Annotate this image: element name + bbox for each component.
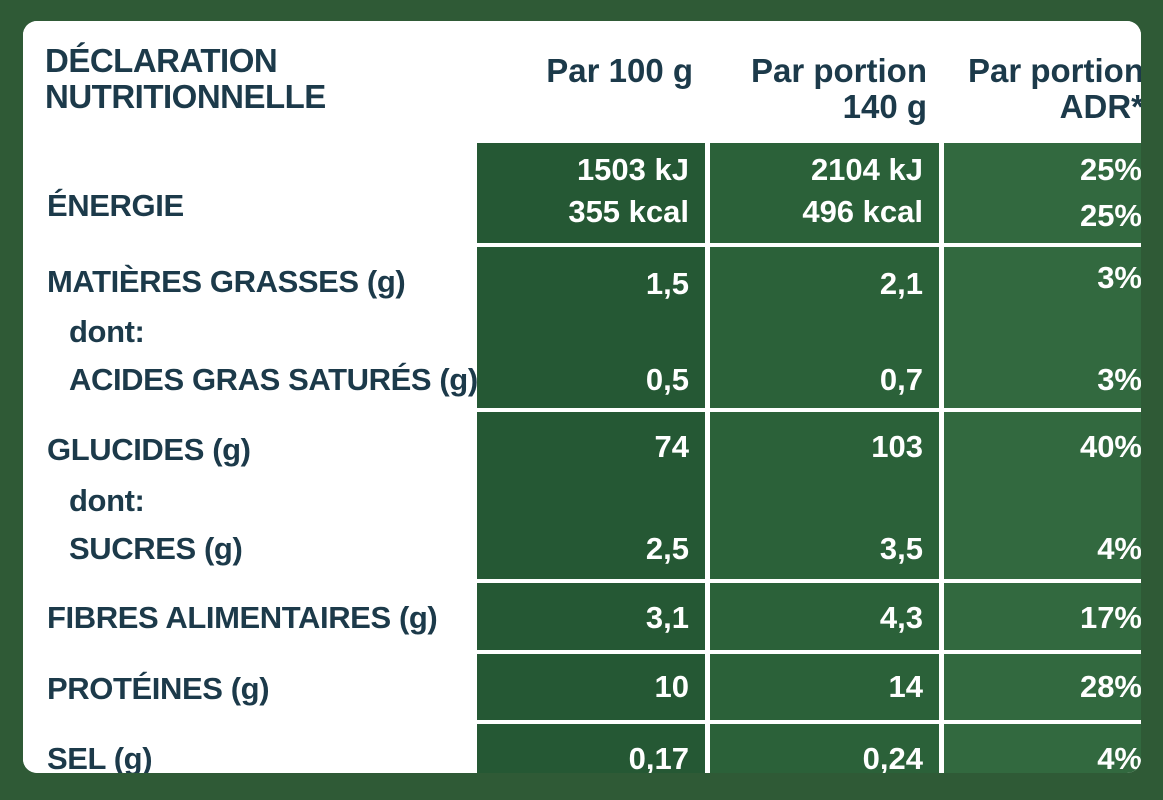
nutrition-table: DÉCLARATION NUTRITIONNELLE Par 100 g Par… (23, 21, 1141, 773)
proteines-per-100g: 10 (477, 654, 705, 720)
sel-adr-value: 4% (1097, 741, 1141, 774)
sucres-adr: 4% (1097, 531, 1141, 566)
glucides-dont: dont: (69, 483, 145, 518)
energie-portion-kcal: 496 kcal (802, 194, 923, 229)
fibres-label: FIBRES ALIMENTAIRES (g) (47, 600, 438, 635)
glucides-adr-value: 40% (1079, 429, 1141, 464)
glucides-100g: 74 (654, 429, 689, 464)
energie-per-100g: 1503 kJ 355 kcal (477, 143, 705, 243)
matieres-label: MATIÈRES GRASSES (g) (47, 264, 406, 299)
sel-label: SEL (g) (47, 741, 153, 774)
acides-gras-adr: 3% (1097, 362, 1141, 397)
energie-adr: 25% 25% (944, 143, 1141, 243)
col-adr-unit: ADR* (1059, 88, 1141, 125)
table-title: DÉCLARATION NUTRITIONNELLE (45, 43, 326, 115)
proteines-adr-value: 28% (1079, 669, 1141, 704)
row-fibres-label: FIBRES ALIMENTAIRES (g) (23, 583, 472, 650)
col-per-portion-label: Par portion (750, 52, 927, 89)
matieres-dont: dont: (69, 314, 145, 349)
col-adr-label: Par portion (967, 52, 1141, 89)
proteines-label: PROTÉINES (g) (47, 671, 270, 706)
sel-per-100g: 0,17 (477, 724, 705, 773)
glucides-per-100g: 74 2,5 (477, 412, 705, 579)
energie-adr-1: 25% (1079, 152, 1141, 187)
matieres-adr: 3% 3% (944, 247, 1141, 408)
sucres-100g: 2,5 (645, 531, 689, 566)
sucres-label: SUCRES (g) (69, 531, 243, 566)
matieres-per-100g: 1,5 0,5 (477, 247, 705, 408)
matieres-portion: 2,1 (879, 266, 923, 301)
glucides-portion: 103 (871, 429, 923, 464)
matieres-per-portion: 2,1 0,7 (710, 247, 939, 408)
energie-adr-2: 25% (1079, 198, 1141, 233)
acides-gras-portion: 0,7 (879, 362, 923, 397)
proteines-adr: 28% (944, 654, 1141, 720)
fibres-portion: 4,3 (879, 600, 923, 635)
acides-gras-100g: 0,5 (645, 362, 689, 397)
proteines-100g: 10 (654, 669, 689, 704)
proteines-per-portion: 14 (710, 654, 939, 720)
row-glucides-label: GLUCIDES (g) dont: SUCRES (g) (23, 412, 472, 579)
sel-portion: 0,24 (862, 741, 923, 774)
header-per-100g: Par 100 g (477, 21, 705, 139)
glucides-per-portion: 103 3,5 (710, 412, 939, 579)
matieres-adr-value: 3% (1097, 260, 1141, 295)
col-per-portion-size: 140 g (842, 88, 927, 125)
title-line-2: NUTRITIONNELLE (45, 78, 326, 115)
row-matieres-label: MATIÈRES GRASSES (g) dont: ACIDES GRAS S… (23, 247, 478, 408)
nutrition-panel: DÉCLARATION NUTRITIONNELLE Par 100 g Par… (23, 21, 1141, 773)
fibres-adr-value: 17% (1079, 600, 1141, 635)
energie-portion-kj: 2104 kJ (810, 152, 923, 187)
fibres-100g: 3,1 (645, 600, 689, 635)
sel-adr: 4% (944, 724, 1141, 773)
energie-100g-kj: 1503 kJ (576, 152, 689, 187)
row-proteines-label: PROTÉINES (g) (23, 654, 472, 720)
energie-100g-kcal: 355 kcal (568, 194, 689, 229)
energie-per-portion: 2104 kJ 496 kcal (710, 143, 939, 243)
row-sel-label: SEL (g) (23, 724, 472, 773)
fibres-per-portion: 4,3 (710, 583, 939, 650)
header-adr: Par portion ADR* (944, 21, 1141, 139)
proteines-portion: 14 (888, 669, 923, 704)
sel-100g: 0,17 (628, 741, 689, 774)
fibres-adr: 17% (944, 583, 1141, 650)
glucides-label: GLUCIDES (g) (47, 432, 251, 467)
acides-gras-label: ACIDES GRAS SATURÉS (g) (69, 362, 478, 397)
sucres-portion: 3,5 (879, 531, 923, 566)
matieres-100g: 1,5 (645, 266, 689, 301)
row-energie-label: ÉNERGIE (23, 143, 472, 243)
fibres-per-100g: 3,1 (477, 583, 705, 650)
glucides-adr: 40% 4% (944, 412, 1141, 579)
header-per-portion: Par portion 140 g (710, 21, 939, 139)
title-line-1: DÉCLARATION (45, 42, 278, 79)
col-per-100g-label: Par 100 g (546, 52, 693, 89)
energie-label: ÉNERGIE (47, 188, 184, 223)
header-title-cell: DÉCLARATION NUTRITIONNELLE (23, 21, 472, 139)
sel-per-portion: 0,24 (710, 724, 939, 773)
